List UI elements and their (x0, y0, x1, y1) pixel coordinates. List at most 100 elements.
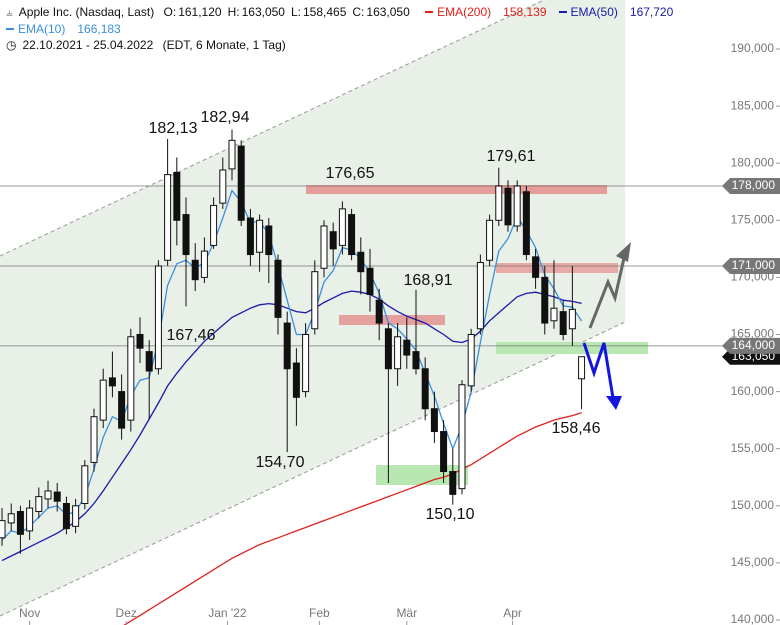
annotation: 168,91 (404, 272, 453, 289)
candle-body (394, 336, 402, 370)
annotation: 182,94 (201, 109, 250, 126)
date-range: 22.10.2021 - 25.04.2022 (22, 38, 154, 52)
y-tick-label: 140,000 (731, 612, 775, 625)
y-tick-label: 150,000 (731, 498, 775, 512)
candle-body (430, 408, 438, 433)
candle-body (522, 191, 530, 256)
legend-label: EMA(10) (18, 22, 66, 36)
candle-body (26, 507, 34, 532)
candle-body (578, 356, 586, 380)
level-tag (722, 257, 780, 274)
candle-body (16, 510, 24, 535)
annotation: 150,10 (426, 506, 475, 523)
y-tick-label: 155,000 (731, 441, 775, 455)
candle-body (191, 259, 199, 281)
level-tag (722, 178, 780, 195)
candle-body (467, 333, 475, 387)
candle-body (228, 139, 236, 170)
ema-line (1, 290, 582, 562)
candle-body (118, 391, 126, 429)
period-info: (EDT, 6 Monate, 1 Tag) (162, 38, 286, 52)
level-tag-label: 171,000 (732, 258, 776, 272)
chart-icon: ⫨ (6, 5, 13, 19)
x-tick-label: Feb (309, 606, 330, 620)
candle-body (145, 351, 153, 372)
candle-body (449, 471, 457, 495)
resistance-zone (339, 315, 445, 325)
candle-body (403, 339, 411, 356)
candle-body (219, 169, 227, 204)
candle-body (486, 219, 494, 261)
candle-body (35, 496, 43, 512)
candle-body (320, 225, 328, 269)
candle-body (127, 336, 135, 421)
ohlc: O: 161,120 H: 163,050 L: 158,465 C: 163,050 (164, 5, 416, 19)
candle-body (302, 333, 310, 393)
legend-entry: EMA(10) 166,183 (6, 22, 127, 36)
channel-upper (0, 0, 545, 257)
y-tick-label: 175,000 (731, 212, 775, 226)
resistance-zone (496, 263, 618, 273)
ohlc-value: 163,050 (241, 5, 285, 19)
legend-label: EMA(200) (437, 5, 492, 19)
ohlc-key: C: (352, 5, 365, 19)
candle-body (90, 416, 98, 463)
candle-body (237, 145, 245, 221)
channel-lower (0, 321, 626, 617)
level-tag-label: 178,000 (732, 178, 776, 192)
candle-body (458, 384, 466, 490)
candle-body (154, 265, 162, 370)
annotation: 158,46 (552, 420, 601, 437)
annotation: 179,61 (487, 148, 536, 165)
scenario-arrow-down (582, 342, 615, 399)
ohlc-value: 161,120 (178, 5, 222, 19)
candle-body (329, 231, 337, 250)
arrowhead (616, 242, 631, 262)
candle-body (311, 271, 319, 330)
ema-line (123, 412, 582, 625)
candle-body (568, 308, 576, 330)
candle-body (274, 259, 282, 318)
clock-icon: ◷ (6, 38, 17, 52)
candle-body (421, 368, 429, 410)
candle-body (256, 219, 264, 253)
candle-body (81, 465, 89, 504)
legend-label: EMA(50) (570, 5, 618, 19)
ohlc-key: L: (290, 5, 301, 19)
candle-body (283, 322, 291, 370)
legend-value: 158,139 (503, 5, 547, 19)
y-tick-label: 190,000 (731, 41, 775, 55)
x-tick-label: Nov (19, 606, 40, 620)
candle-body (0, 520, 6, 539)
y-tick-label: 160,000 (731, 384, 775, 398)
legend-entry: EMA(50) 167,720 (558, 5, 680, 19)
candle-body (532, 256, 540, 278)
candle-body (7, 513, 15, 524)
candle-body (210, 204, 218, 246)
candle-body (292, 362, 300, 398)
candle-body (504, 187, 512, 226)
ema-line (1, 189, 583, 541)
ohlc-value: 163,050 (366, 5, 410, 19)
candle-body (384, 328, 392, 370)
header-row: EMA(10) 166,183 (6, 22, 133, 36)
candle-body (200, 250, 208, 278)
resistance-zone (306, 185, 607, 194)
header-row: ◷ 22.10.2021 - 25.04.2022 (EDT, 6 Monate,… (6, 38, 292, 52)
legend-entry: EMA(200) 158,139 (425, 5, 552, 19)
candle-body (338, 208, 346, 246)
x-tick-label: Dez (116, 606, 137, 620)
candle-body (53, 491, 61, 502)
candle-body (476, 262, 484, 330)
candle-body (541, 276, 549, 324)
candle-body (375, 299, 383, 324)
legend-swatch (558, 11, 567, 13)
ohlc-key: H: (227, 5, 240, 19)
candle-body (62, 502, 70, 530)
annotation: 182,13 (149, 120, 198, 137)
candle-body (164, 174, 172, 261)
annotation: 167,46 (167, 327, 216, 344)
candle-body (366, 267, 374, 296)
candle-body (44, 490, 52, 500)
